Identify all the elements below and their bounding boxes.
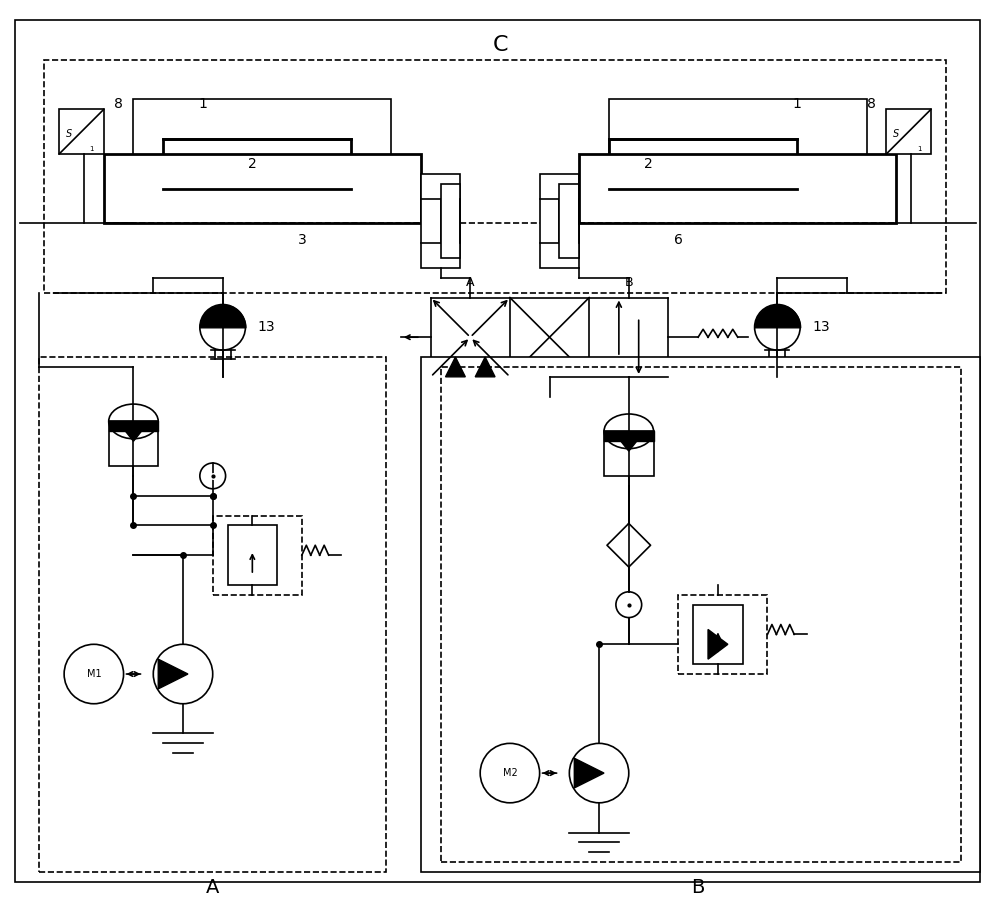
Bar bbox=[609, 100, 867, 209]
Text: 8: 8 bbox=[867, 97, 876, 111]
Circle shape bbox=[755, 305, 800, 350]
Bar bbox=[441, 183, 460, 258]
Polygon shape bbox=[158, 659, 188, 689]
Circle shape bbox=[616, 592, 642, 618]
Bar bbox=[133, 100, 391, 209]
Text: 3: 3 bbox=[297, 233, 306, 247]
Text: 1: 1 bbox=[793, 97, 802, 111]
Bar bbox=[886, 110, 931, 154]
Text: M2: M2 bbox=[503, 768, 517, 779]
Text: 2: 2 bbox=[644, 156, 653, 171]
Text: S: S bbox=[893, 129, 899, 139]
Bar bbox=[609, 139, 797, 189]
Bar bbox=[421, 174, 460, 268]
Text: S: S bbox=[66, 129, 72, 139]
Text: 1: 1 bbox=[198, 97, 207, 111]
Bar bbox=[421, 357, 980, 872]
Bar bbox=[109, 422, 158, 466]
Bar bbox=[39, 357, 386, 872]
Text: 2: 2 bbox=[248, 156, 257, 171]
Circle shape bbox=[153, 645, 213, 704]
Bar bbox=[59, 110, 104, 154]
Circle shape bbox=[200, 463, 226, 489]
Text: 13: 13 bbox=[257, 320, 275, 334]
Bar bbox=[678, 595, 767, 674]
Text: A: A bbox=[206, 877, 219, 896]
Circle shape bbox=[569, 743, 629, 803]
Text: A: A bbox=[466, 276, 475, 289]
Polygon shape bbox=[122, 426, 145, 441]
Text: M1: M1 bbox=[87, 669, 101, 679]
Bar bbox=[441, 367, 961, 862]
Bar bbox=[604, 432, 654, 476]
Bar bbox=[44, 60, 946, 293]
Bar bbox=[540, 174, 579, 268]
Text: 1: 1 bbox=[90, 146, 94, 152]
Text: 8: 8 bbox=[114, 97, 123, 111]
Polygon shape bbox=[446, 357, 465, 377]
Text: C: C bbox=[492, 35, 508, 55]
Text: 13: 13 bbox=[812, 320, 830, 334]
Text: B: B bbox=[624, 276, 633, 289]
Text: 6: 6 bbox=[674, 233, 683, 247]
Bar bbox=[213, 515, 302, 595]
Circle shape bbox=[200, 305, 245, 350]
Circle shape bbox=[480, 743, 540, 803]
Bar bbox=[559, 183, 579, 258]
Polygon shape bbox=[617, 436, 641, 451]
Text: B: B bbox=[691, 877, 705, 896]
Polygon shape bbox=[475, 357, 495, 377]
Polygon shape bbox=[574, 758, 604, 788]
Bar bbox=[104, 154, 421, 223]
Text: 1: 1 bbox=[917, 146, 921, 152]
Bar bbox=[163, 139, 351, 189]
Bar bbox=[693, 605, 743, 664]
Bar bbox=[228, 525, 277, 585]
Polygon shape bbox=[708, 629, 728, 659]
Bar bbox=[579, 154, 896, 223]
Circle shape bbox=[64, 645, 124, 704]
